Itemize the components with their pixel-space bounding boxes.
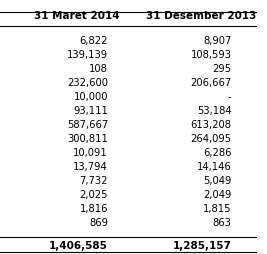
Text: 139,139: 139,139 [67, 50, 108, 60]
Text: 31 Maret 2014: 31 Maret 2014 [34, 11, 120, 21]
Text: 6,822: 6,822 [80, 36, 108, 46]
Text: 108: 108 [89, 64, 108, 74]
Text: 863: 863 [213, 217, 231, 227]
Text: 10,000: 10,000 [74, 92, 108, 102]
Text: -: - [228, 92, 231, 102]
Text: 93,111: 93,111 [73, 106, 108, 116]
Text: 8,907: 8,907 [203, 36, 231, 46]
Text: 1,815: 1,815 [203, 203, 231, 213]
Text: 6,286: 6,286 [203, 148, 231, 157]
Text: 587,667: 587,667 [67, 120, 108, 130]
Text: 1,406,585: 1,406,585 [49, 240, 108, 250]
Text: 108,593: 108,593 [191, 50, 231, 60]
Text: 295: 295 [213, 64, 231, 74]
Text: 2,049: 2,049 [203, 189, 231, 199]
Text: 869: 869 [89, 217, 108, 227]
Text: 2,025: 2,025 [80, 189, 108, 199]
Text: 53,184: 53,184 [197, 106, 231, 116]
Text: 5,049: 5,049 [203, 176, 231, 185]
Text: 613,208: 613,208 [191, 120, 231, 130]
Text: 1,285,157: 1,285,157 [173, 240, 231, 250]
Text: 31 Desember 2013: 31 Desember 2013 [146, 11, 256, 21]
Text: 10,091: 10,091 [73, 148, 108, 157]
Text: 232,600: 232,600 [67, 78, 108, 88]
Text: 13,794: 13,794 [73, 162, 108, 171]
Text: 264,095: 264,095 [190, 134, 231, 144]
Text: 7,732: 7,732 [80, 176, 108, 185]
Text: 14,146: 14,146 [197, 162, 231, 171]
Text: 1,816: 1,816 [80, 203, 108, 213]
Text: 206,667: 206,667 [190, 78, 231, 88]
Text: 300,811: 300,811 [67, 134, 108, 144]
